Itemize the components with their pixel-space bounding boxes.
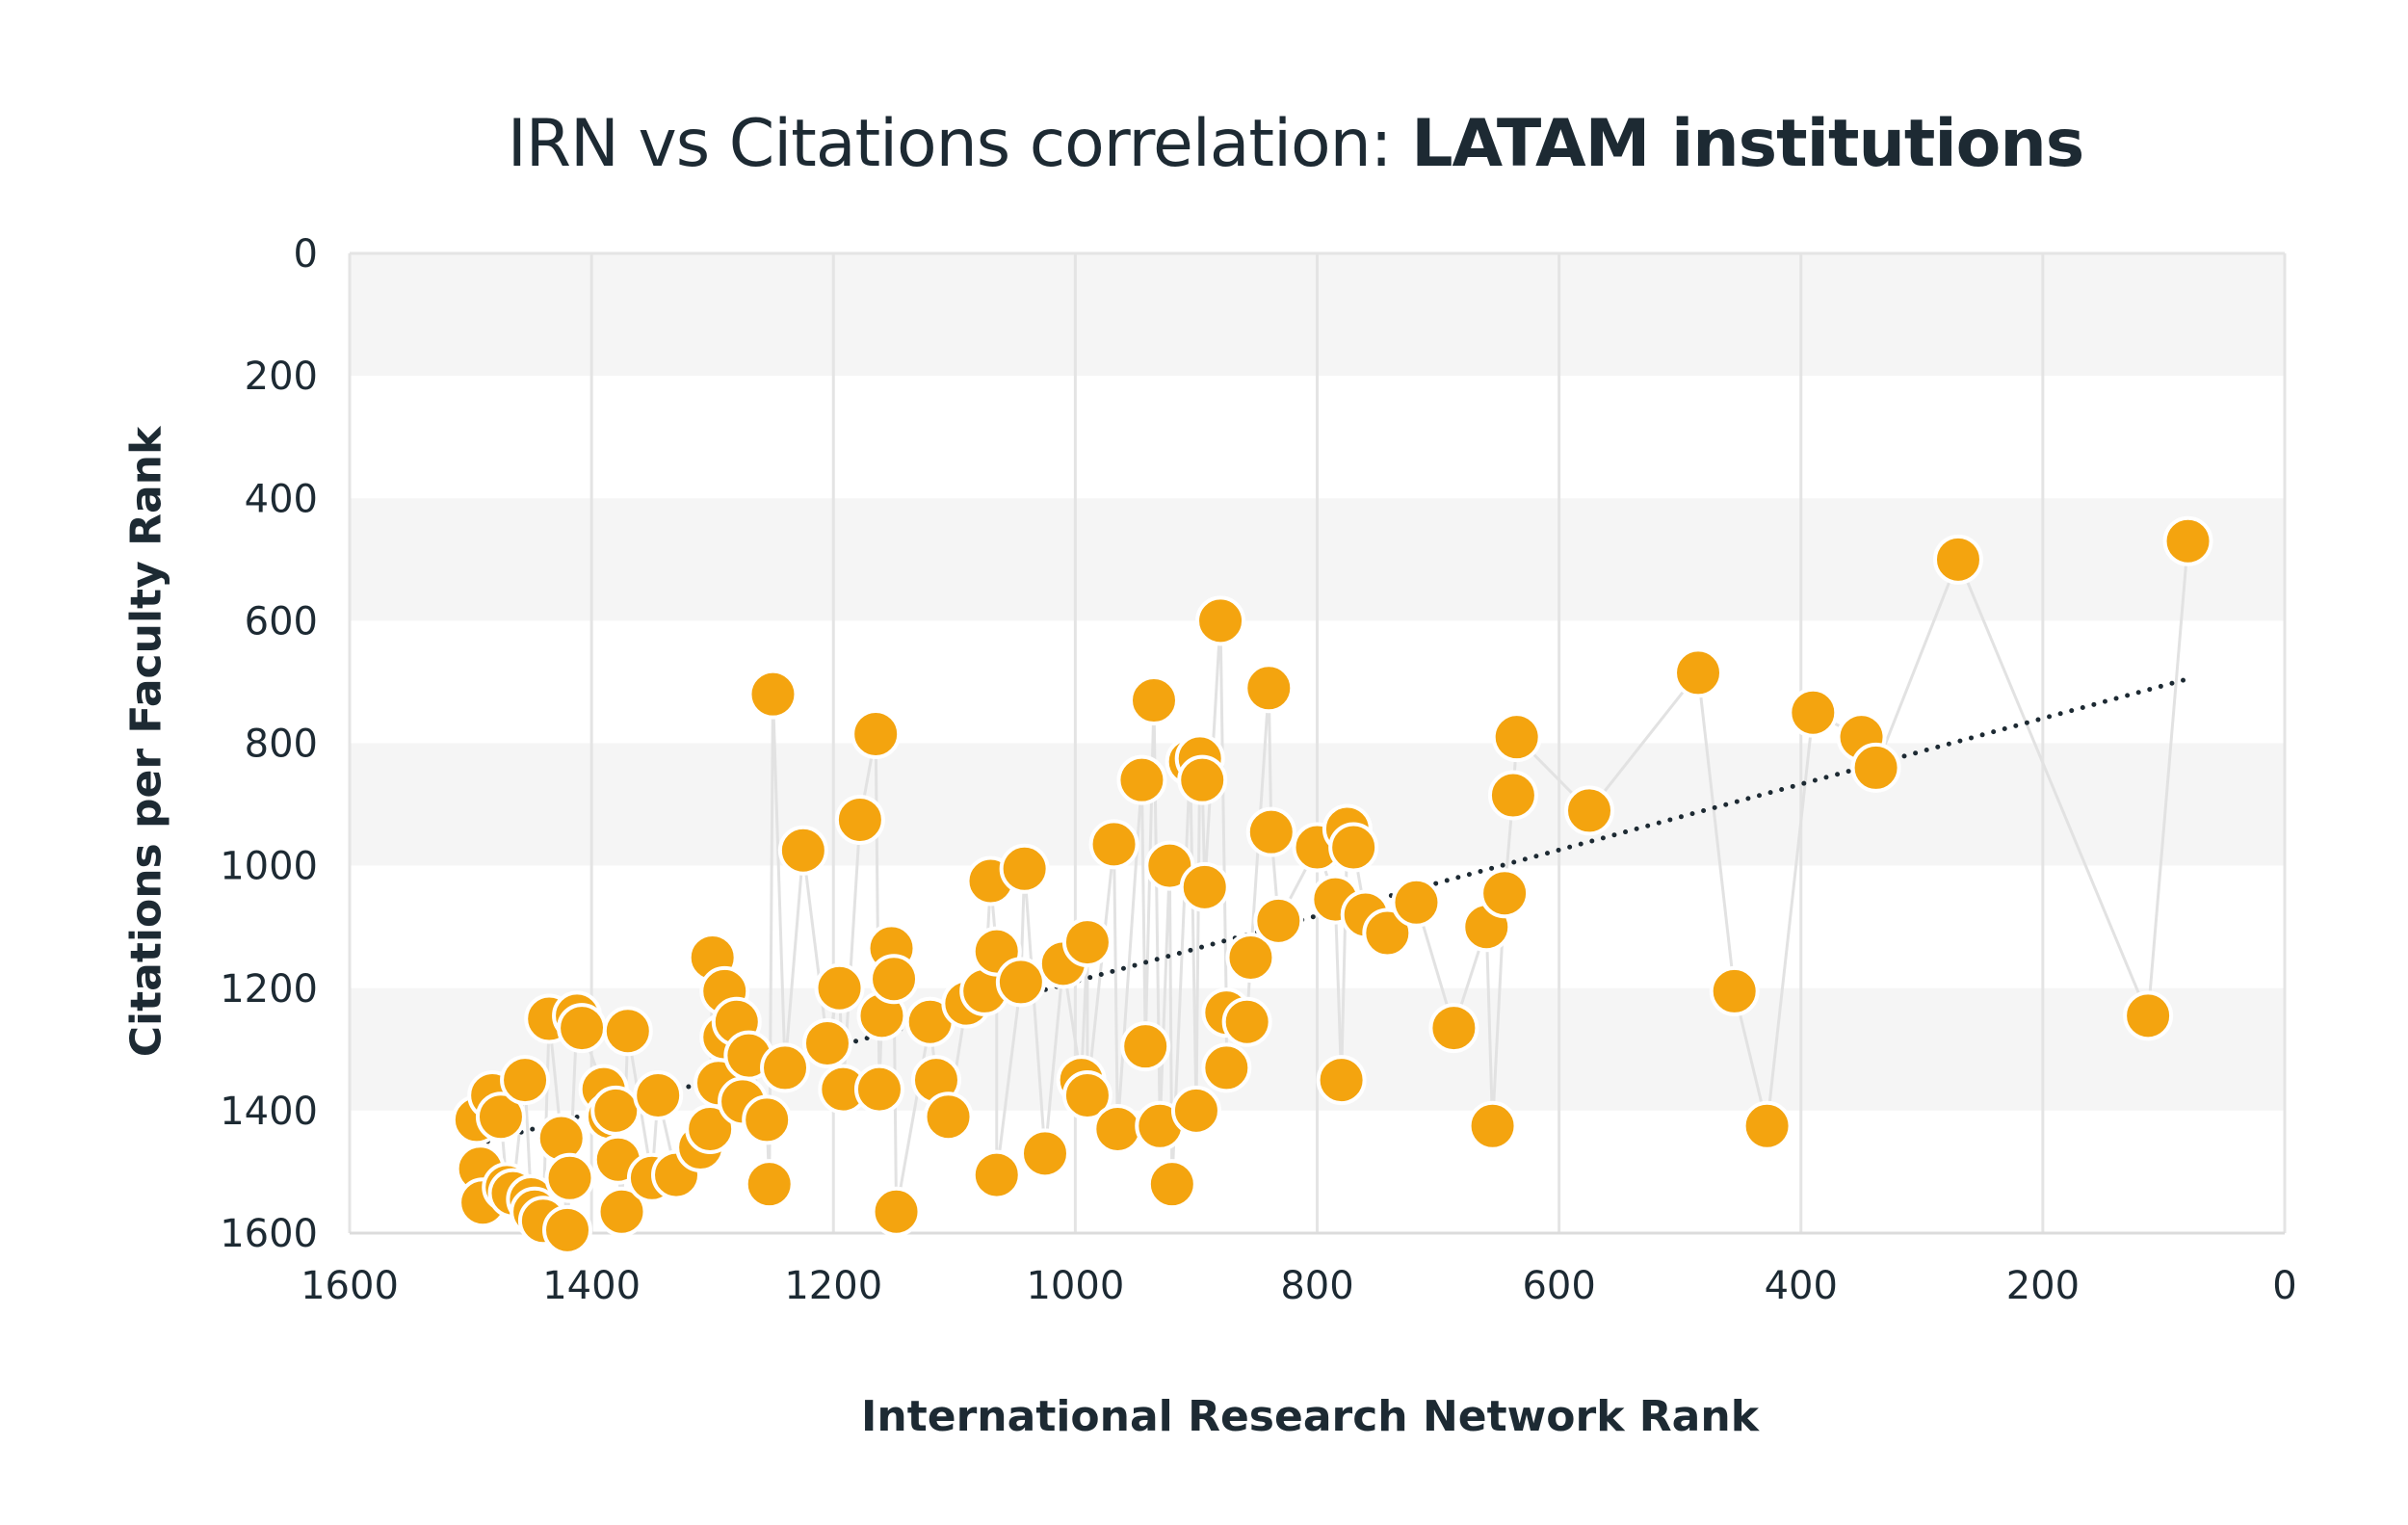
y-tick-label: 1400 [220,1090,318,1134]
y-tick-label: 1000 [220,845,318,889]
data-point [1195,595,1246,646]
plot-frame [350,251,2285,1235]
data-point [1491,712,1542,763]
data-point [814,962,865,1013]
data-point [1391,877,1442,928]
data-point [1179,861,1230,912]
data-point [1428,1003,1479,1054]
trendline-layer [474,676,2191,1147]
data-point [602,1006,653,1057]
data-point [1201,1042,1252,1093]
data-point [1019,1128,1070,1179]
data-point [999,843,1050,894]
data-point [853,1064,904,1115]
y-tick-labels: 0 200 400 600 800 1000 1200 1400 1600 [220,232,318,1256]
data-point [1467,1100,1518,1151]
data-point [1487,770,1538,821]
data-point [1177,754,1228,805]
data-point [742,1094,793,1145]
data-point [777,825,828,876]
data-point [2123,990,2174,1041]
x-tick-label: 600 [1522,1264,1595,1308]
x-tick-label: 1000 [1026,1264,1124,1308]
data-point [1061,1069,1112,1120]
data-point [1245,806,1296,857]
data-point [475,1091,526,1143]
data-point [1170,1085,1221,1136]
data-point [747,669,798,720]
x-axis-title: International Research Network Rank [861,1392,1759,1441]
data-point [1146,1159,1197,1210]
data-point [1932,534,1983,585]
x-tick-label: 1600 [301,1264,399,1308]
data-point [1709,965,1760,1016]
data-point [557,1003,608,1054]
data-point [542,1204,593,1255]
x-tick-label: 0 [2272,1264,2296,1308]
data-point [971,1149,1022,1200]
x-tick-label: 1200 [784,1264,882,1308]
x-tick-label: 1400 [542,1264,641,1308]
x-tick-label: 400 [1765,1264,1838,1308]
x-tick-label: 200 [2006,1264,2080,1308]
data-point [544,1152,595,1203]
y-tick-label: 200 [245,355,318,399]
vertical-gridlines [348,253,2287,1233]
data-point [1061,917,1112,968]
data-point [1243,663,1295,714]
data-point [2162,515,2213,566]
data-point [995,957,1046,1008]
data-point [1673,647,1724,698]
data-point [1328,822,1379,873]
y-tick-label: 1600 [220,1212,318,1256]
data-point [1362,907,1413,959]
y-axis-title: Citations per Faculty Rank [121,426,171,1058]
data-point [760,1042,811,1093]
chart-title-regular: IRN vs Citations correlation: [507,106,1412,182]
chart-title-bold: LATAM institutions [1411,106,2084,182]
data-point [1253,895,1304,946]
data-point [1221,996,1272,1047]
y-tick-label: 1200 [220,967,318,1012]
data-point [1092,1103,1143,1154]
chart-title: IRN vs Citations correlation: LATAM inst… [0,106,2408,182]
data-point [923,1091,974,1143]
y-tick-label: 400 [245,477,318,521]
trendline [474,676,2191,1147]
data-point [500,1055,551,1106]
data-point [834,794,885,845]
data-point [1088,819,1139,870]
data-point [596,1186,647,1237]
data-point [801,1017,852,1068]
data-point [851,708,902,759]
data-points [451,515,2213,1255]
data-point [633,1069,684,1120]
data-point [590,1085,641,1136]
data-point [1116,754,1167,805]
data-point [1564,785,1615,836]
data-point [1128,675,1179,726]
y-tick-label: 800 [245,723,318,767]
data-point [1120,1021,1171,1072]
data-point [1316,1055,1367,1106]
data-point [1225,932,1276,983]
y-tick-label: 600 [245,599,318,644]
data-point [1741,1100,1793,1151]
data-point [1479,868,1531,919]
data-point [1850,742,1901,793]
data-point [1788,687,1839,738]
y-tick-label: 0 [294,232,318,276]
x-tick-labels: 1600 1400 1200 1000 800 600 400 200 0 [301,1264,2297,1308]
data-point [871,1186,922,1237]
x-tick-label: 800 [1280,1264,1353,1308]
data-point [869,954,920,1005]
data-point [744,1159,795,1210]
